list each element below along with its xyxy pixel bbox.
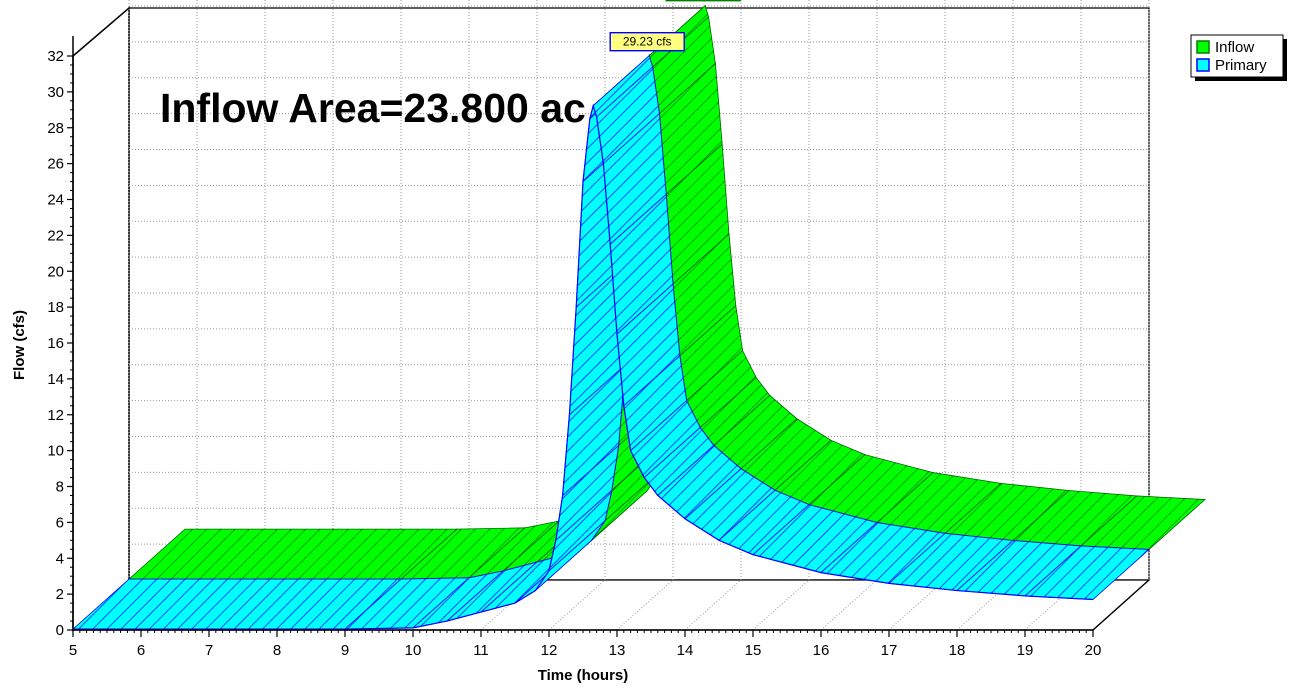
x-tick-label: 14 bbox=[677, 642, 694, 659]
x-tick-label: 7 bbox=[205, 642, 213, 659]
y-tick-label: 16 bbox=[47, 335, 64, 352]
x-tick-label: 5 bbox=[69, 642, 77, 659]
peak-label-box bbox=[665, 0, 741, 2]
x-tick-label: 18 bbox=[949, 642, 966, 659]
left-wall bbox=[72, 6, 130, 632]
series-ribbon-segment bbox=[71, 578, 403, 630]
y-axis-title: Flow (cfs) bbox=[11, 310, 28, 380]
x-tick-label: 12 bbox=[541, 642, 558, 659]
legend-label-primary: Primary bbox=[1215, 57, 1267, 74]
x-tick-label: 20 bbox=[1085, 642, 1102, 659]
y-tick-label: 30 bbox=[47, 84, 64, 101]
floor-grid-line bbox=[480, 579, 538, 631]
floor-grid-line bbox=[1024, 579, 1082, 631]
legend-swatch-inflow bbox=[1196, 40, 1210, 54]
floor-grid-line bbox=[684, 579, 742, 631]
y-tick-label: 26 bbox=[47, 156, 64, 173]
y-tick-label: 4 bbox=[56, 550, 64, 567]
x-tick-label: 16 bbox=[813, 642, 830, 659]
y-tick-label: 22 bbox=[47, 227, 64, 244]
x-tick-label: 9 bbox=[341, 642, 349, 659]
series-line bbox=[73, 103, 1094, 630]
floor-edge bbox=[1092, 579, 1150, 631]
legend-label-inflow: Inflow bbox=[1215, 39, 1254, 56]
x-tick-label: 8 bbox=[273, 642, 281, 659]
peak-labels: 29.23 cfs29.23 cfs bbox=[609, 0, 741, 52]
series-ribbon-segment bbox=[127, 528, 459, 580]
x-tick-label: 6 bbox=[137, 642, 145, 659]
x-tick-label: 11 bbox=[473, 642, 489, 659]
y-tick-label: 0 bbox=[56, 622, 64, 639]
y-tick-label: 14 bbox=[47, 371, 64, 388]
y-tick-label: 2 bbox=[56, 586, 64, 603]
floor-grid-line bbox=[956, 579, 1014, 631]
x-tick-label: 10 bbox=[405, 642, 422, 659]
y-tick-label: 6 bbox=[56, 514, 64, 531]
y-tick-label: 10 bbox=[47, 443, 64, 460]
peak-label-box bbox=[609, 31, 685, 52]
x-tick-label: 13 bbox=[609, 642, 626, 659]
flow-annotation: Inflow Area=23.800 ac bbox=[160, 85, 586, 131]
floor-grid-line bbox=[616, 579, 674, 631]
x-tick-label: 19 bbox=[1017, 642, 1034, 659]
x-tick-label: 17 bbox=[881, 642, 898, 659]
floor-grid-line bbox=[888, 579, 946, 631]
legend-swatch-primary bbox=[1196, 58, 1210, 72]
x-axis-title: Time (hours) bbox=[538, 667, 629, 684]
floor-grid-line bbox=[548, 579, 606, 631]
y-tick-label: 8 bbox=[56, 479, 64, 496]
x-tick-label: 15 bbox=[745, 642, 762, 659]
y-tick-label: 18 bbox=[47, 299, 64, 316]
y-tick-label: 32 bbox=[47, 48, 64, 65]
y-tick-label: 28 bbox=[47, 120, 64, 137]
y-tick-label: 24 bbox=[47, 192, 64, 209]
peak-label: 29.23 cfs bbox=[623, 35, 672, 49]
y-tick-label: 20 bbox=[47, 263, 64, 280]
floor-grid-line bbox=[820, 579, 878, 631]
y-tick-label: 12 bbox=[47, 407, 64, 424]
series-primary bbox=[71, 54, 1150, 630]
floor-grid-line bbox=[752, 579, 810, 631]
series-layer bbox=[71, 4, 1206, 630]
